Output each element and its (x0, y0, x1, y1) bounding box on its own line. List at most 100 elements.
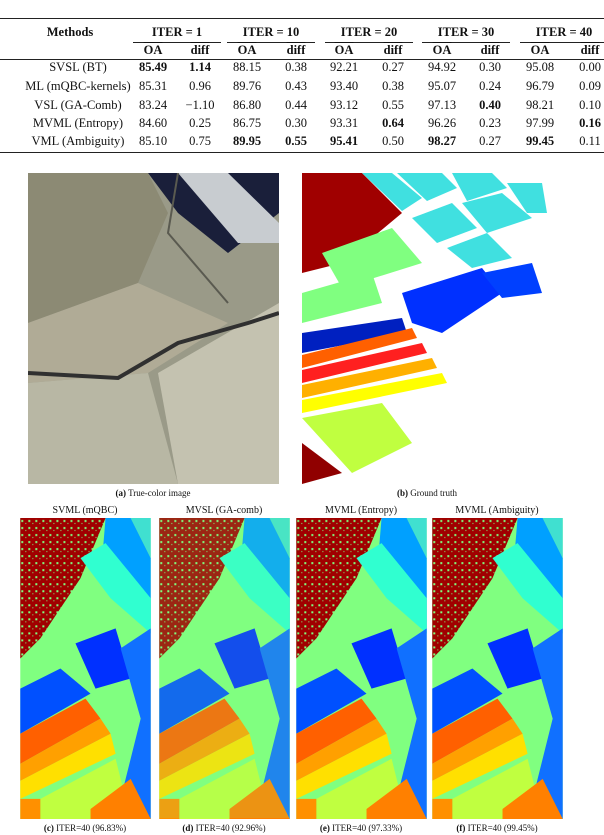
caption-label: (e) (319, 823, 330, 833)
table-cell: 0.43 (285, 79, 307, 93)
table-cell: 0.24 (479, 79, 501, 93)
caption-text: Ground truth (408, 488, 457, 498)
table-cell: 89.76 (232, 79, 262, 93)
table-cell: 0.38 (382, 79, 404, 93)
table-cell: 1.14 (189, 60, 211, 74)
table-cell: 98.21 (525, 98, 555, 112)
caption: (b) Ground truth (397, 488, 457, 498)
table-cell: 0.96 (189, 79, 211, 93)
group-rule (133, 42, 221, 43)
caption-text: True-color image (126, 488, 191, 498)
top-rule (0, 18, 604, 19)
caption-label: (f) (456, 823, 466, 833)
table-cell: 0.16 (579, 116, 601, 130)
panel-title: MVML (Ambiguity) (455, 505, 539, 516)
sub-header: OA (432, 43, 452, 57)
table-cell: 0.27 (382, 60, 404, 74)
table-cell: 0.00 (579, 60, 601, 74)
table-cell: 96.79 (525, 79, 555, 93)
table-cell: 86.80 (232, 98, 262, 112)
panel-title: MVML (Entropy) (324, 505, 398, 516)
caption-label: (b) (397, 488, 408, 498)
table-cell: 85.10 (138, 134, 168, 148)
method-name: VML (Ambiguity) (31, 134, 125, 148)
caption: (d) ITER=40 (92.96%) (182, 823, 265, 833)
table-cell: 83.24 (138, 98, 168, 112)
ground-truth-image (302, 173, 552, 484)
caption-text: ITER=40 (96.83%) (53, 823, 127, 833)
table-cell: 0.27 (479, 134, 501, 148)
mid-rule (0, 59, 604, 60)
table-cell: 99.45 (525, 134, 555, 148)
sub-header: OA (237, 43, 257, 57)
table-cell: 86.75 (232, 116, 262, 130)
table-cell: 0.40 (479, 98, 501, 112)
caption-label: (a) (115, 488, 127, 498)
table-cell: 98.27 (427, 134, 457, 148)
table-cell: 84.60 (138, 116, 168, 130)
table-cell: 0.10 (579, 98, 601, 112)
table-cell: 0.75 (189, 134, 211, 148)
caption-text: ITER=40 (99.45%) (465, 823, 538, 833)
method-name: VSL (GA-Comb) (34, 98, 122, 112)
group-header: ITER = 1 (151, 25, 203, 39)
map-e (296, 518, 427, 819)
map-f (432, 518, 563, 819)
table-cell: 0.55 (382, 98, 404, 112)
caption: (a) True-color image (116, 488, 191, 498)
method-name: ML (mQBC-kernels) (25, 79, 131, 93)
sub-header: diff (480, 43, 500, 57)
map-c (20, 518, 151, 819)
caption-text: ITER=40 (92.96%) (193, 823, 266, 833)
caption-label: (d) (182, 823, 194, 833)
table-cell: 92.21 (329, 60, 359, 74)
group-header: ITER = 40 (535, 25, 593, 39)
map-d (159, 518, 290, 819)
table-cell: 0.64 (382, 116, 404, 130)
table-cell: 93.31 (329, 116, 359, 130)
table-cell: 0.44 (285, 98, 307, 112)
table-cell: 93.40 (329, 79, 359, 93)
sub-header: diff (286, 43, 306, 57)
group-rule (422, 42, 510, 43)
sub-header: diff (383, 43, 403, 57)
table-cell: 94.92 (427, 60, 457, 74)
caption: (c) ITER=40 (96.83%) (44, 823, 126, 833)
table-cell: 0.25 (189, 116, 211, 130)
table-cell: 0.09 (579, 79, 601, 93)
table-cell: 97.13 (427, 98, 457, 112)
table-cell: 96.26 (427, 116, 457, 130)
group-header: ITER = 20 (340, 25, 398, 39)
table-cell: 0.30 (285, 116, 307, 130)
bottom-rule (0, 152, 604, 153)
sub-header: OA (530, 43, 550, 57)
sub-header: diff (580, 43, 600, 57)
table-cell: 93.12 (329, 98, 359, 112)
table-cell: 0.23 (479, 116, 501, 130)
group-rule (520, 42, 604, 43)
group-header: ITER = 30 (437, 25, 495, 39)
true-color-image (28, 173, 279, 484)
table-cell: 95.07 (427, 79, 457, 93)
sub-header: diff (190, 43, 210, 57)
table-cell: 85.31 (138, 79, 168, 93)
table-cell: 89.95 (232, 134, 262, 148)
table-cell: 97.99 (525, 116, 555, 130)
methods-header: Methods (46, 25, 94, 39)
method-name: MVML (Entropy) (32, 116, 124, 130)
group-header: ITER = 10 (242, 25, 300, 39)
method-name: SVSL (BT) (49, 60, 107, 74)
sub-header: OA (143, 43, 163, 57)
table-cell: 0.38 (285, 60, 307, 74)
caption-label: (c) (43, 823, 54, 833)
panel-title: MVSL (GA-comb) (185, 505, 263, 516)
table-cell: 95.08 (525, 60, 555, 74)
table-cell: 0.11 (579, 134, 601, 148)
table-cell: 0.50 (382, 134, 404, 148)
table-cell: 0.55 (285, 134, 307, 148)
caption: (f) ITER=40 (99.45%) (456, 823, 537, 833)
sub-header: OA (334, 43, 354, 57)
table-cell: 0.30 (479, 60, 501, 74)
table-cell: −1.10 (185, 98, 215, 112)
